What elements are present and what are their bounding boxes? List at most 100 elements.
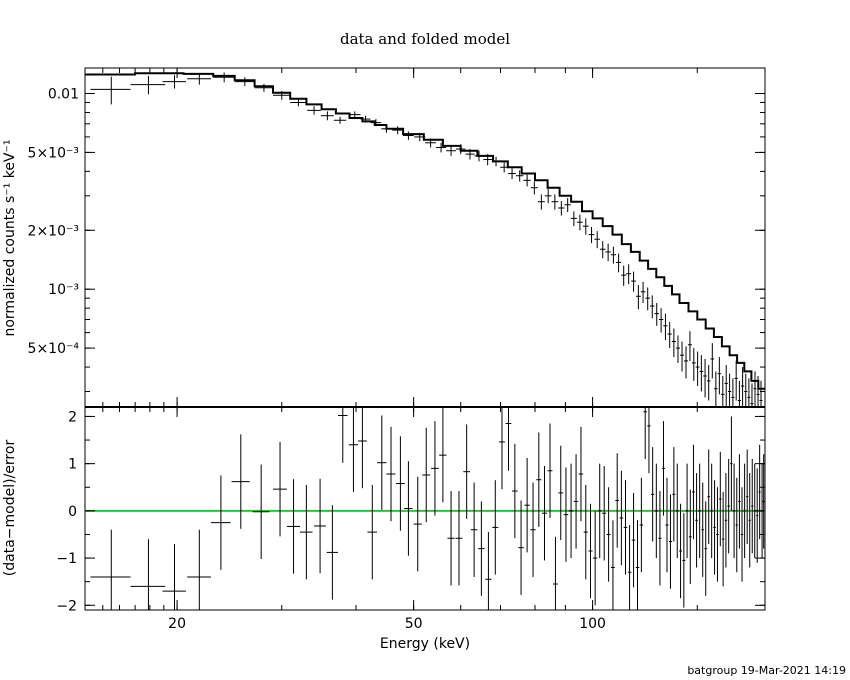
data-point	[564, 198, 571, 212]
data-point	[588, 226, 595, 244]
residual-point	[668, 494, 672, 589]
residual-point	[470, 482, 478, 577]
residual-point	[727, 458, 730, 554]
data-point	[558, 201, 565, 216]
data-point	[658, 308, 664, 333]
data-point	[582, 218, 589, 235]
data-point	[724, 364, 728, 407]
residual-point	[651, 447, 655, 542]
residual-point	[553, 536, 558, 610]
data-point	[610, 246, 617, 264]
residual-point	[704, 501, 708, 596]
residual-point	[90, 529, 131, 610]
data-point	[717, 357, 722, 395]
top-y-tick-label: 5×10⁻³	[28, 145, 79, 161]
top-y-tick-label: 0.01	[48, 87, 79, 103]
data-point	[290, 98, 307, 107]
data-point	[721, 376, 725, 407]
data-point	[273, 90, 291, 100]
data-point	[333, 116, 347, 124]
residual-point	[597, 463, 602, 559]
residual-point	[593, 510, 598, 606]
residual-point	[661, 421, 666, 516]
data-point	[645, 287, 650, 311]
residual-point	[692, 444, 695, 540]
residual-point	[578, 426, 584, 522]
residual-point	[756, 468, 759, 563]
residual-point	[231, 434, 250, 529]
residual-point	[518, 500, 524, 595]
data-point	[474, 150, 484, 162]
residual-point	[439, 407, 447, 503]
residual-point	[505, 407, 512, 471]
residual-point	[348, 407, 358, 492]
residual-point	[524, 457, 530, 553]
residual-point	[738, 454, 741, 549]
residual-point	[719, 451, 722, 547]
residual-point	[485, 532, 492, 610]
residual-point	[647, 407, 651, 474]
data-point	[667, 321, 672, 349]
residual-point	[478, 501, 485, 596]
residual-point	[732, 463, 736, 559]
data-point	[626, 264, 632, 285]
data-point	[403, 131, 414, 140]
residual-point	[396, 436, 405, 531]
data-point	[750, 383, 754, 407]
residual-point	[762, 454, 765, 549]
residual-point	[695, 473, 698, 568]
data-point	[348, 111, 361, 118]
data-point	[544, 189, 552, 204]
residual-point	[492, 480, 499, 575]
residual-point	[367, 484, 378, 580]
residual-point	[707, 449, 711, 544]
data-point	[576, 214, 583, 231]
residual-point	[611, 520, 615, 610]
residual-point	[314, 478, 326, 574]
data-point	[130, 75, 166, 95]
residual-point	[713, 480, 716, 575]
data-point	[684, 346, 688, 379]
model-step-line	[85, 72, 765, 390]
residual-point	[447, 491, 455, 586]
data-point	[635, 285, 641, 310]
residual-point	[635, 520, 640, 610]
data-point	[706, 364, 711, 401]
residual-point	[701, 482, 705, 577]
bottom-y-axis-label: (data−model)/error	[2, 440, 18, 577]
residual-point	[530, 482, 536, 577]
top-y-tick-label: 5×10⁻⁴	[28, 341, 80, 357]
x-tick-label: 100	[579, 616, 606, 632]
data-point	[654, 302, 659, 326]
credit-text: batgroup 19-Mar-2021 14:19	[687, 664, 846, 677]
data-point	[695, 351, 700, 387]
data-point	[530, 181, 538, 195]
data-point	[680, 341, 685, 372]
residual-point	[162, 543, 186, 610]
residual-point	[758, 444, 761, 540]
data-point	[523, 174, 531, 187]
data-point	[425, 138, 436, 148]
residual-point	[665, 477, 669, 573]
x-axis-label: Energy (keV)	[380, 636, 470, 652]
residual-point	[404, 461, 413, 556]
residual-point	[558, 445, 564, 541]
top-panel-frame	[84, 67, 766, 408]
residual-point	[431, 421, 439, 516]
residual-point	[187, 529, 211, 610]
x-tick-label: 50	[405, 616, 423, 632]
data-point	[446, 145, 456, 156]
data-point	[747, 378, 751, 407]
top-y-axis-label: normalized counts s⁻¹ keV⁻¹	[2, 139, 18, 336]
data-point	[187, 73, 211, 85]
data-point	[500, 162, 509, 173]
residual-point	[654, 463, 658, 559]
data-point	[605, 243, 611, 262]
axis-ticks: 0.01 5×10⁻³ 2×10⁻³ 10⁻³ 5×10⁻⁴ 2 1 0 −1 −2 20 50 100	[28, 68, 765, 632]
data-point	[741, 367, 745, 407]
data-point	[691, 348, 696, 381]
data-point	[508, 168, 516, 180]
top-y-tick-label: 2×10⁻³	[28, 223, 79, 239]
data-point	[599, 241, 606, 259]
